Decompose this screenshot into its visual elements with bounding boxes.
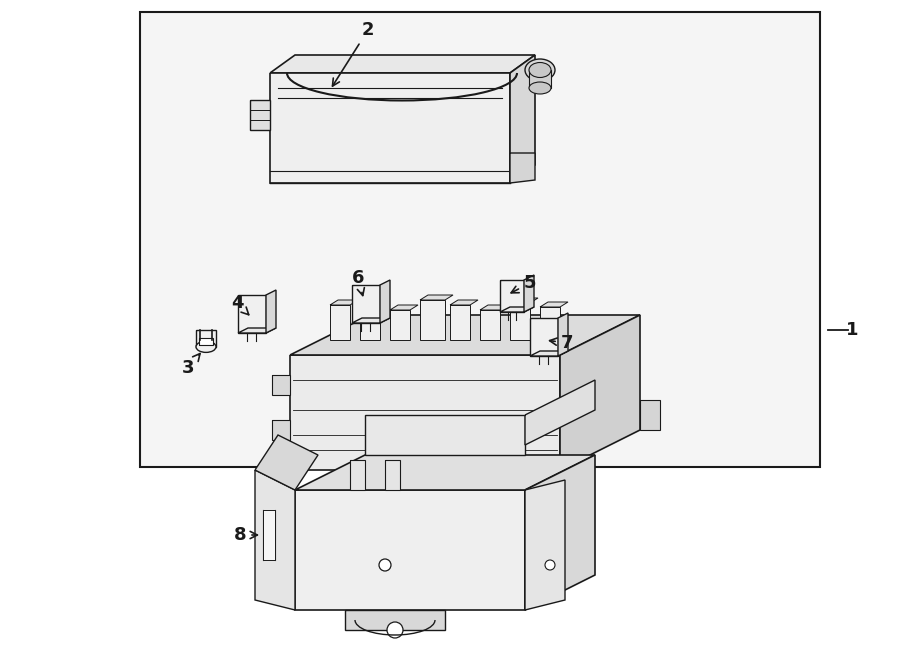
PathPatch shape xyxy=(480,310,500,340)
PathPatch shape xyxy=(272,420,290,440)
PathPatch shape xyxy=(510,303,530,340)
Ellipse shape xyxy=(529,63,551,77)
PathPatch shape xyxy=(295,490,525,610)
Text: 7: 7 xyxy=(550,334,573,352)
PathPatch shape xyxy=(525,380,595,445)
PathPatch shape xyxy=(510,55,535,183)
PathPatch shape xyxy=(380,280,390,323)
Text: 1: 1 xyxy=(846,321,859,339)
PathPatch shape xyxy=(500,307,534,312)
PathPatch shape xyxy=(266,290,276,333)
PathPatch shape xyxy=(504,470,516,515)
Bar xyxy=(529,70,551,88)
Text: 6: 6 xyxy=(352,269,365,295)
Text: 4: 4 xyxy=(230,294,248,315)
PathPatch shape xyxy=(411,515,439,525)
PathPatch shape xyxy=(525,455,595,610)
PathPatch shape xyxy=(480,305,508,310)
PathPatch shape xyxy=(345,610,445,630)
PathPatch shape xyxy=(385,460,400,490)
PathPatch shape xyxy=(640,400,660,430)
PathPatch shape xyxy=(350,460,365,490)
PathPatch shape xyxy=(330,305,350,340)
PathPatch shape xyxy=(270,55,535,73)
PathPatch shape xyxy=(500,280,524,312)
Circle shape xyxy=(379,559,391,571)
PathPatch shape xyxy=(390,305,418,310)
Circle shape xyxy=(545,560,555,570)
PathPatch shape xyxy=(419,470,431,515)
PathPatch shape xyxy=(390,310,410,340)
Ellipse shape xyxy=(525,59,555,81)
PathPatch shape xyxy=(290,315,640,355)
PathPatch shape xyxy=(196,330,216,347)
PathPatch shape xyxy=(365,415,525,455)
PathPatch shape xyxy=(334,470,346,515)
PathPatch shape xyxy=(250,100,270,130)
PathPatch shape xyxy=(295,455,595,490)
PathPatch shape xyxy=(540,307,560,340)
PathPatch shape xyxy=(352,285,380,323)
PathPatch shape xyxy=(540,302,568,307)
PathPatch shape xyxy=(255,470,295,610)
PathPatch shape xyxy=(330,300,358,305)
PathPatch shape xyxy=(420,295,453,300)
PathPatch shape xyxy=(530,351,568,356)
PathPatch shape xyxy=(238,295,266,333)
Bar xyxy=(263,510,275,560)
PathPatch shape xyxy=(238,328,276,333)
PathPatch shape xyxy=(420,300,445,340)
Ellipse shape xyxy=(529,82,551,94)
PathPatch shape xyxy=(290,355,560,470)
PathPatch shape xyxy=(270,73,510,183)
PathPatch shape xyxy=(255,435,318,490)
PathPatch shape xyxy=(199,338,213,346)
PathPatch shape xyxy=(558,313,568,356)
PathPatch shape xyxy=(352,318,390,323)
PathPatch shape xyxy=(360,305,380,340)
PathPatch shape xyxy=(510,153,535,183)
Circle shape xyxy=(387,622,403,638)
Text: 5: 5 xyxy=(511,274,536,293)
PathPatch shape xyxy=(525,480,565,610)
PathPatch shape xyxy=(450,300,478,305)
Ellipse shape xyxy=(196,341,216,352)
PathPatch shape xyxy=(524,275,534,312)
PathPatch shape xyxy=(272,375,290,395)
Text: 3: 3 xyxy=(182,354,200,377)
PathPatch shape xyxy=(560,315,640,470)
Bar xyxy=(140,12,820,467)
PathPatch shape xyxy=(326,515,354,525)
PathPatch shape xyxy=(496,515,524,525)
PathPatch shape xyxy=(360,300,388,305)
PathPatch shape xyxy=(530,318,558,356)
PathPatch shape xyxy=(510,298,538,303)
Text: 2: 2 xyxy=(332,21,374,86)
Text: 8: 8 xyxy=(234,526,257,544)
PathPatch shape xyxy=(450,305,470,340)
